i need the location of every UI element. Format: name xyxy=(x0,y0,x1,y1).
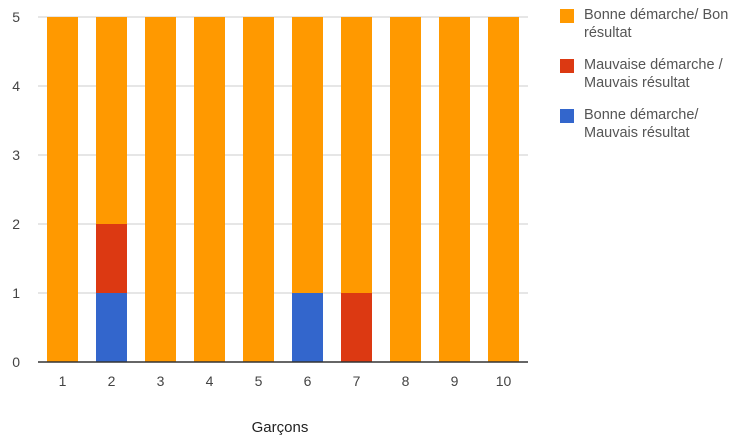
x-tick-label: 7 xyxy=(353,373,361,389)
x-tick-label: 9 xyxy=(451,373,459,389)
y-tick-label: 0 xyxy=(12,354,20,370)
y-tick-label: 2 xyxy=(12,216,20,232)
x-axis-label: Garçons xyxy=(252,419,309,436)
x-tick-label: 6 xyxy=(304,373,312,389)
x-tick-label: 1 xyxy=(59,373,67,389)
bar-segment xyxy=(390,17,421,362)
bar-segment xyxy=(145,17,176,362)
legend-label: Bonne démarche/ Bon résultat xyxy=(584,7,729,41)
x-tick-label: 3 xyxy=(157,373,165,389)
x-tick-label: 10 xyxy=(496,373,512,389)
bar-segment xyxy=(341,17,372,293)
y-tick-label: 1 xyxy=(12,285,20,301)
x-tick-label: 4 xyxy=(206,373,214,389)
bar-segment xyxy=(341,293,372,362)
y-tick-label: 4 xyxy=(12,78,20,94)
y-tick-label: 5 xyxy=(12,9,20,25)
legend-label: Bonne démarche/ Mauvais résultat xyxy=(584,107,699,141)
bar-segment xyxy=(488,17,519,362)
y-tick-label: 3 xyxy=(12,147,20,163)
x-tick-label: 5 xyxy=(255,373,263,389)
bar-segment xyxy=(96,224,127,293)
bar-segment xyxy=(194,17,225,362)
legend-item: Bonne démarche/ Mauvais résultat xyxy=(560,106,751,142)
bar-segment xyxy=(292,293,323,362)
bar-segment xyxy=(439,17,470,362)
bar-segment xyxy=(292,17,323,293)
bar-segment xyxy=(96,17,127,224)
bar-segment xyxy=(243,17,274,362)
legend-swatch xyxy=(560,59,574,73)
legend-label: Mauvaise démarche / Mauvais résultat xyxy=(584,57,723,91)
legend: Bonne démarche/ Bon résultat Mauvaise dém… xyxy=(560,6,751,156)
y-axis-ticks: 0 1 2 3 4 5 xyxy=(12,9,20,370)
legend-swatch xyxy=(560,9,574,23)
bars xyxy=(47,17,519,362)
x-tick-label: 8 xyxy=(402,373,410,389)
legend-swatch xyxy=(560,109,574,123)
x-tick-label: 2 xyxy=(108,373,116,389)
x-axis-ticks: 1 2 3 4 5 6 7 8 9 10 xyxy=(59,373,512,389)
bar-segment xyxy=(96,293,127,362)
bar-segment xyxy=(47,17,78,362)
legend-item: Mauvaise démarche / Mauvais résultat xyxy=(560,56,751,92)
legend-item: Bonne démarche/ Bon résultat xyxy=(560,6,751,42)
